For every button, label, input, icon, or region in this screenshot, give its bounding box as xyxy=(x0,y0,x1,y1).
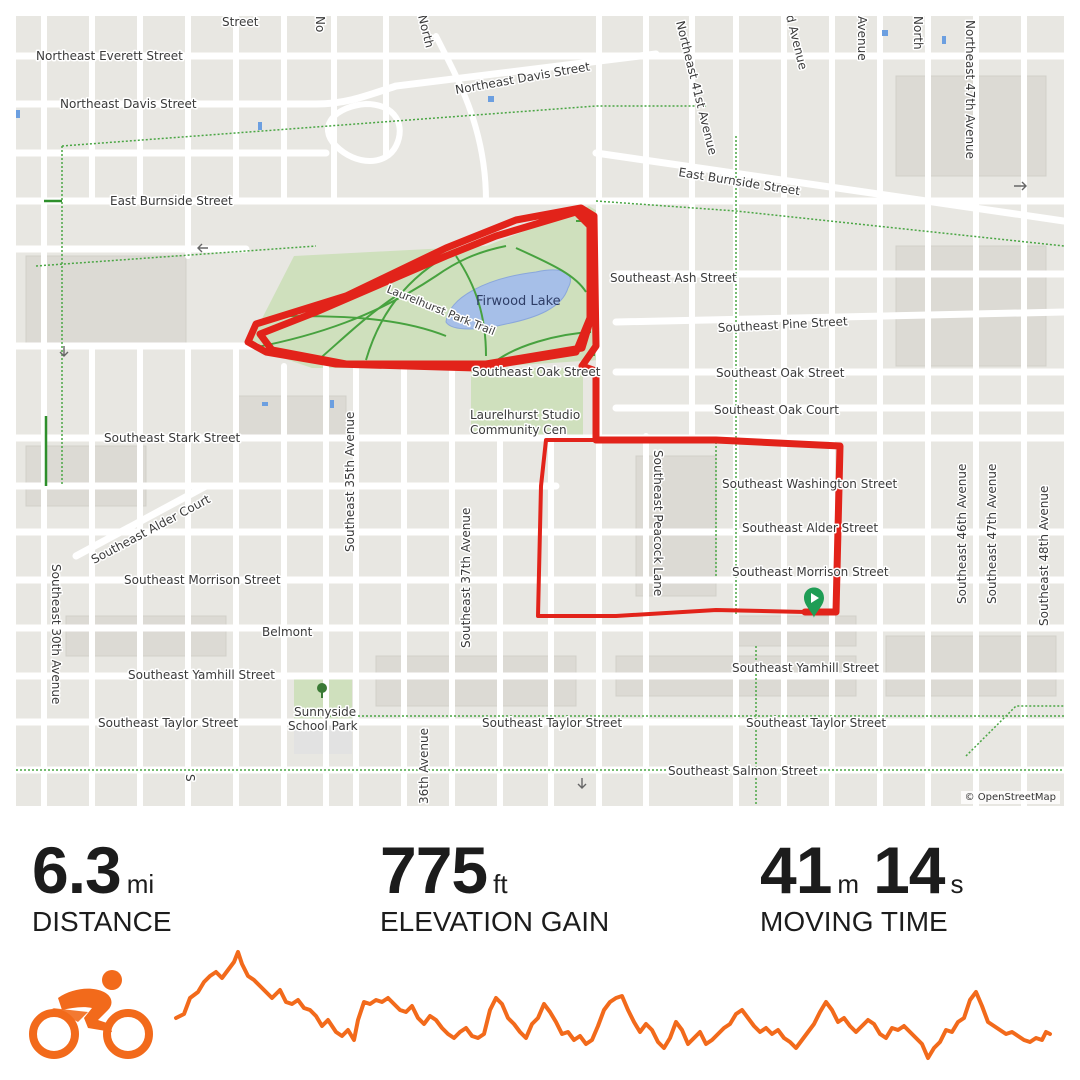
pools xyxy=(16,30,946,408)
label-yamhill-e: Southeast Yamhill Street xyxy=(732,661,879,675)
elevation-value: 775 xyxy=(380,833,488,907)
laurelhurst-park xyxy=(248,206,599,368)
label-ave46: Southeast 46th Avenue xyxy=(955,464,969,604)
label-taylor-m: Southeast Taylor Street xyxy=(482,716,622,730)
label-davis-w: Northeast Davis Street xyxy=(60,97,197,111)
distance-label: DISTANCE xyxy=(32,906,172,937)
elevation-label: ELEVATION GAIN xyxy=(380,906,610,937)
stat-distance: 6.3 mi DISTANCE xyxy=(32,832,172,938)
label-peacock: Southeast Peacock Lane xyxy=(651,450,665,596)
stat-elevation: 775 ft ELEVATION GAIN xyxy=(380,832,609,938)
label-frag-s: S xyxy=(183,774,197,782)
label-stark: Southeast Stark Street xyxy=(104,431,241,445)
elevation-profile-chart xyxy=(174,950,1052,1060)
label-north: North xyxy=(911,16,925,50)
label-yamhill-w: Southeast Yamhill Street xyxy=(128,668,275,682)
elevation-profile-line xyxy=(174,950,1052,1060)
label-ash: Southeast Ash Street xyxy=(610,271,737,285)
label-ave47n: Northeast 47th Avenue xyxy=(963,20,977,159)
map-attribution[interactable]: © OpenStreetMap xyxy=(960,791,1060,804)
start-pin-icon xyxy=(804,587,824,618)
label-oak-e: Southeast Oak Street xyxy=(716,366,845,380)
arrow-left-icon xyxy=(197,243,208,253)
label-studio-2: Community Cen xyxy=(470,423,567,437)
studio-park xyxy=(471,368,583,436)
label-salmon: Southeast Salmon Street xyxy=(668,764,818,778)
minutes-unit: m xyxy=(837,869,860,899)
label-washington: Southeast Washington Street xyxy=(722,477,897,491)
label-lake: Firwood Lake xyxy=(476,294,561,309)
firwood-lake xyxy=(445,269,571,330)
label-studio-1: Laurelhurst Studio xyxy=(470,408,580,422)
cycleways xyxy=(44,199,62,486)
bike-rider-icon xyxy=(29,970,153,1059)
label-sunnyside-2: School Park xyxy=(288,719,358,733)
arrow-right-icon xyxy=(1014,181,1027,191)
label-frag-street: Street xyxy=(222,16,259,29)
label-oak-court: Southeast Oak Court xyxy=(714,403,839,417)
label-taylor-w: Southeast Taylor Street xyxy=(98,716,238,730)
tree-icon xyxy=(317,683,327,698)
footways xyxy=(16,105,1064,806)
distance-unit: mi xyxy=(126,869,155,899)
minutes-value: 41 xyxy=(760,833,832,907)
label-ave30: Southeast 30th Avenue xyxy=(49,564,63,704)
ride-route xyxy=(244,204,844,618)
label-oak-w: Southeast Oak Street xyxy=(472,365,601,379)
route-map[interactable]: Street Northeast Everett Street Northeas… xyxy=(16,16,1064,806)
seconds-value: 14 xyxy=(873,833,945,907)
label-sunnyside-1: Sunnyside xyxy=(294,705,356,719)
label-ave36: 36th Avenue xyxy=(417,728,431,804)
distance-value: 6.3 xyxy=(32,833,122,907)
label-everett: Northeast Everett Street xyxy=(36,49,183,63)
elevation-unit: ft xyxy=(493,869,508,899)
label-burnside-w: East Burnside Street xyxy=(110,194,233,208)
label-ave35: Southeast 35th Avenue xyxy=(343,412,357,552)
map-canvas: Street Northeast Everett Street Northeas… xyxy=(16,16,1064,806)
label-frag-avenue: Avenue xyxy=(855,16,869,61)
label-alder: Southeast Alder Street xyxy=(742,521,878,535)
moving-time-label: MOVING TIME xyxy=(760,906,948,937)
label-ave48: Southeast 48th Avenue xyxy=(1037,486,1051,626)
label-belmont: Belmont xyxy=(262,625,313,639)
label-morrison-e: Southeast Morrison Street xyxy=(732,565,889,579)
label-ave37: Southeast 37th Avenue xyxy=(459,508,473,648)
arrow-down-icon xyxy=(577,778,587,789)
label-taylor-e: Southeast Taylor Street xyxy=(746,716,886,730)
label-ave47s: Southeast 47th Avenue xyxy=(985,464,999,604)
seconds-unit: s xyxy=(950,869,964,899)
arrow-down-icon xyxy=(59,346,69,357)
label-morrison-w: Southeast Morrison Street xyxy=(124,573,281,587)
stat-moving-time: 41 m 14 s MOVING TIME xyxy=(760,832,978,938)
label-frag-no: No xyxy=(313,16,327,32)
roads xyxy=(16,16,1064,806)
